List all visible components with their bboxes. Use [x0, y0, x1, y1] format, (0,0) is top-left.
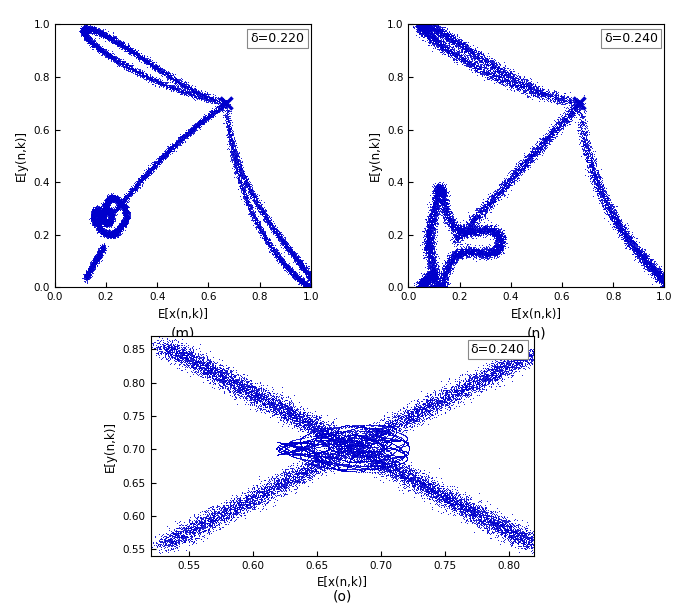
X-axis label: E[x(n,k)]: E[x(n,k)] [317, 576, 368, 590]
Text: (n): (n) [527, 326, 546, 340]
Text: δ=0.240: δ=0.240 [471, 343, 525, 356]
Y-axis label: E[y(n,k)]: E[y(n,k)] [369, 130, 382, 181]
Y-axis label: E[y(n,k)]: E[y(n,k)] [104, 420, 117, 472]
Text: δ=0.220: δ=0.220 [251, 32, 305, 45]
X-axis label: E[x(n,k)]: E[x(n,k)] [511, 307, 562, 321]
X-axis label: E[x(n,k)]: E[x(n,k)] [158, 307, 208, 321]
Text: (o): (o) [333, 589, 352, 603]
Y-axis label: E[y(n,k)]: E[y(n,k)] [15, 130, 28, 181]
Text: δ=0.240: δ=0.240 [604, 32, 658, 45]
Text: (m): (m) [171, 326, 195, 340]
